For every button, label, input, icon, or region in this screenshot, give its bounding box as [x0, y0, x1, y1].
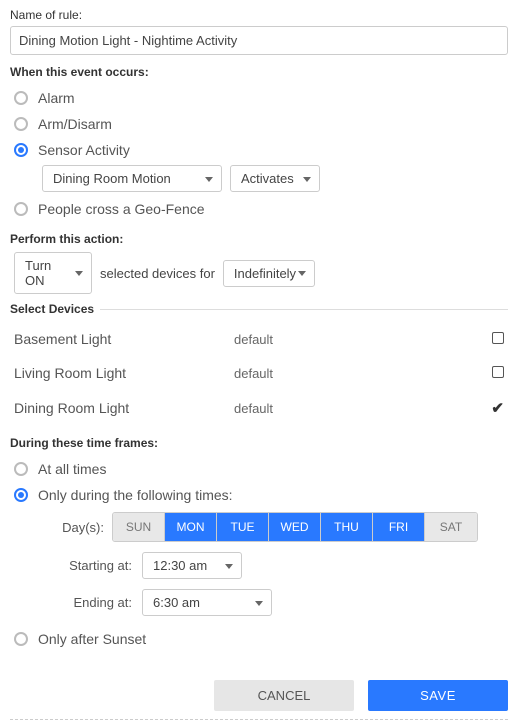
radio-label: Arm/Disarm	[38, 116, 112, 132]
time-section-label: During these time frames:	[10, 436, 508, 450]
radio-label: Only during the following times:	[38, 487, 233, 503]
duration-select[interactable]: Indefinitely	[223, 260, 315, 287]
time-option-after-sunset[interactable]: Only after Sunset	[14, 626, 508, 652]
event-option-arm-disarm[interactable]: Arm/Disarm	[14, 111, 508, 137]
radio-label: At all times	[38, 461, 106, 477]
save-button[interactable]: SAVE	[368, 680, 508, 711]
day-cell-sat[interactable]: SAT	[425, 513, 477, 541]
day-cell-fri[interactable]: FRI	[373, 513, 425, 541]
device-name: Living Room Light	[14, 365, 234, 381]
radio-icon	[14, 488, 28, 502]
end-time-select[interactable]: 6:30 am	[142, 589, 272, 616]
chevron-down-icon	[205, 177, 213, 182]
sensor-action-select[interactable]: Activates	[230, 165, 320, 192]
action-middle-text: selected devices for	[100, 266, 215, 281]
duration-select-value: Indefinitely	[234, 266, 296, 281]
chevron-down-icon	[255, 601, 263, 606]
chevron-down-icon	[75, 271, 83, 276]
radio-icon	[14, 117, 28, 131]
device-checkbox[interactable]: ✔	[488, 399, 504, 417]
event-option-sensor-activity[interactable]: Sensor Activity	[14, 137, 508, 163]
device-row[interactable]: Basement Lightdefault	[10, 322, 508, 356]
chevron-down-icon	[225, 564, 233, 569]
day-cell-wed[interactable]: WED	[269, 513, 321, 541]
day-cell-tue[interactable]: TUE	[217, 513, 269, 541]
checkbox-empty-icon	[492, 366, 504, 378]
name-label: Name of rule:	[10, 8, 508, 22]
radio-icon	[14, 91, 28, 105]
event-option-geo-fence[interactable]: People cross a Geo-Fence	[14, 196, 508, 222]
time-radio-group: At all times Only during the following t…	[14, 456, 508, 652]
radio-icon	[14, 202, 28, 216]
cancel-button[interactable]: CANCEL	[214, 680, 354, 711]
bottom-divider	[10, 719, 508, 720]
devices-section-label: Select Devices	[10, 302, 508, 316]
radio-icon	[14, 462, 28, 476]
sensor-action-value: Activates	[241, 171, 294, 186]
device-row[interactable]: Living Room Lightdefault	[10, 356, 508, 390]
start-time-select[interactable]: 12:30 am	[142, 552, 242, 579]
action-section-label: Perform this action:	[10, 232, 508, 246]
rule-name-input[interactable]	[10, 26, 508, 55]
device-name: Dining Room Light	[14, 400, 234, 416]
radio-icon	[14, 143, 28, 157]
device-checkbox[interactable]	[488, 366, 504, 381]
device-checkbox[interactable]	[488, 332, 504, 347]
device-row[interactable]: Dining Room Lightdefault✔	[10, 390, 508, 426]
device-state: default	[234, 366, 488, 381]
time-option-only-during[interactable]: Only during the following times:	[14, 482, 508, 508]
end-time-value: 6:30 am	[153, 595, 200, 610]
sensor-select-value: Dining Room Motion	[53, 171, 171, 186]
device-state: default	[234, 332, 488, 347]
turn-select[interactable]: Turn ON	[14, 252, 92, 294]
day-cell-thu[interactable]: THU	[321, 513, 373, 541]
end-label: Ending at:	[42, 595, 132, 610]
day-cell-mon[interactable]: MON	[165, 513, 217, 541]
event-section-label: When this event occurs:	[10, 65, 508, 79]
radio-label: Only after Sunset	[38, 631, 146, 647]
radio-label: People cross a Geo-Fence	[38, 201, 205, 217]
chevron-down-icon	[303, 177, 311, 182]
start-time-value: 12:30 am	[153, 558, 207, 573]
device-state: default	[234, 401, 488, 416]
event-radio-group: Alarm Arm/Disarm Sensor Activity Dining …	[14, 85, 508, 222]
footer: CANCEL SAVE	[10, 670, 508, 711]
sensor-select[interactable]: Dining Room Motion	[42, 165, 222, 192]
chevron-down-icon	[298, 271, 306, 276]
radio-icon	[14, 632, 28, 646]
device-name: Basement Light	[14, 331, 234, 347]
turn-select-value: Turn ON	[25, 258, 69, 288]
days-label: Day(s):	[42, 520, 104, 535]
event-option-alarm[interactable]: Alarm	[14, 85, 508, 111]
time-option-all-times[interactable]: At all times	[14, 456, 508, 482]
radio-label: Alarm	[38, 90, 75, 106]
checkbox-empty-icon	[492, 332, 504, 344]
radio-label: Sensor Activity	[38, 142, 130, 158]
check-icon: ✔	[491, 399, 504, 417]
day-strip: SUNMONTUEWEDTHUFRISAT	[112, 512, 478, 542]
device-table: Basement LightdefaultLiving Room Lightde…	[10, 322, 508, 426]
day-cell-sun[interactable]: SUN	[113, 513, 165, 541]
start-label: Starting at:	[42, 558, 132, 573]
